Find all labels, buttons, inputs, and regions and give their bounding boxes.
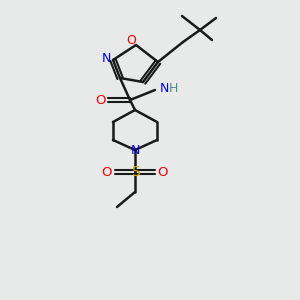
Text: N: N [101,52,111,64]
Text: O: O [126,34,136,46]
Text: O: O [102,166,112,178]
Text: O: O [96,94,106,106]
Text: O: O [158,166,168,178]
Text: S: S [130,165,140,179]
Text: N: N [160,82,169,95]
Text: N: N [130,145,140,158]
Text: H: H [169,82,178,95]
